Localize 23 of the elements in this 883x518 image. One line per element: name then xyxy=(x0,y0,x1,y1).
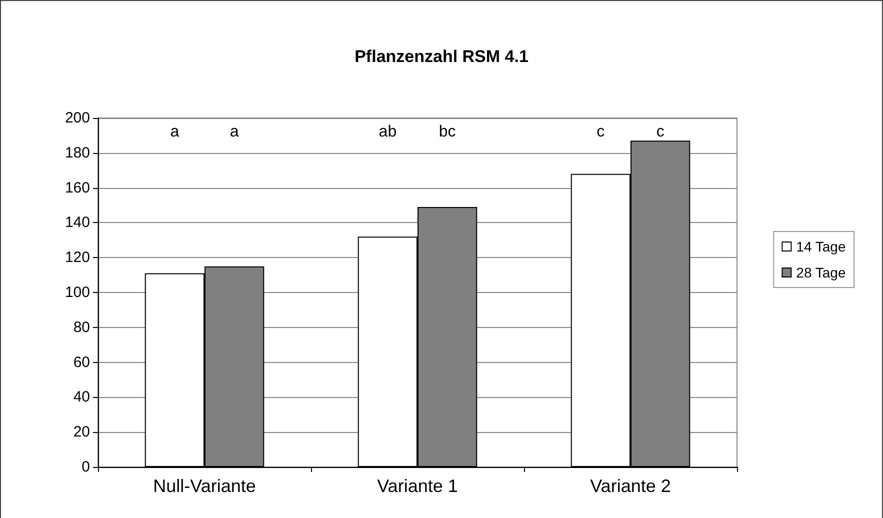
y-tick-label: 140 xyxy=(64,214,90,232)
annotation: a xyxy=(230,124,239,140)
y-tick-label: 100 xyxy=(64,284,90,301)
annotation: c xyxy=(656,124,664,140)
y-tick-label: 120 xyxy=(64,249,90,266)
x-tick-label: Variante 1 xyxy=(377,476,458,496)
y-tick-label: 0 xyxy=(82,458,90,476)
y-tick-label: 200 xyxy=(64,110,90,126)
annotation: c xyxy=(596,124,605,140)
annotation: ab xyxy=(378,124,397,140)
annotation: bc xyxy=(438,124,456,140)
y-tick-label: 40 xyxy=(73,388,90,406)
x-tick-label: Null-Variante xyxy=(153,476,256,496)
y-tick-label: 180 xyxy=(64,144,90,162)
y-tick-label: 80 xyxy=(73,318,90,336)
legend-label: 28 Tage xyxy=(796,264,846,280)
legend-label: 14 Tage xyxy=(796,238,846,254)
y-tick-label: 60 xyxy=(73,354,90,371)
x-tick-label: Variante 2 xyxy=(590,476,671,496)
y-tick-label: 20 xyxy=(73,424,90,441)
chart-title: Pflanzenzahl RSM 4.1 xyxy=(354,47,528,66)
y-tick-label: 160 xyxy=(64,179,90,196)
annotation: a xyxy=(170,124,180,140)
